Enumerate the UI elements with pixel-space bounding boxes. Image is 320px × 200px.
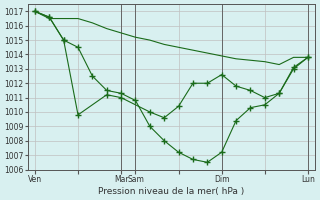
X-axis label: Pression niveau de la mer( hPa ): Pression niveau de la mer( hPa )	[98, 187, 244, 196]
